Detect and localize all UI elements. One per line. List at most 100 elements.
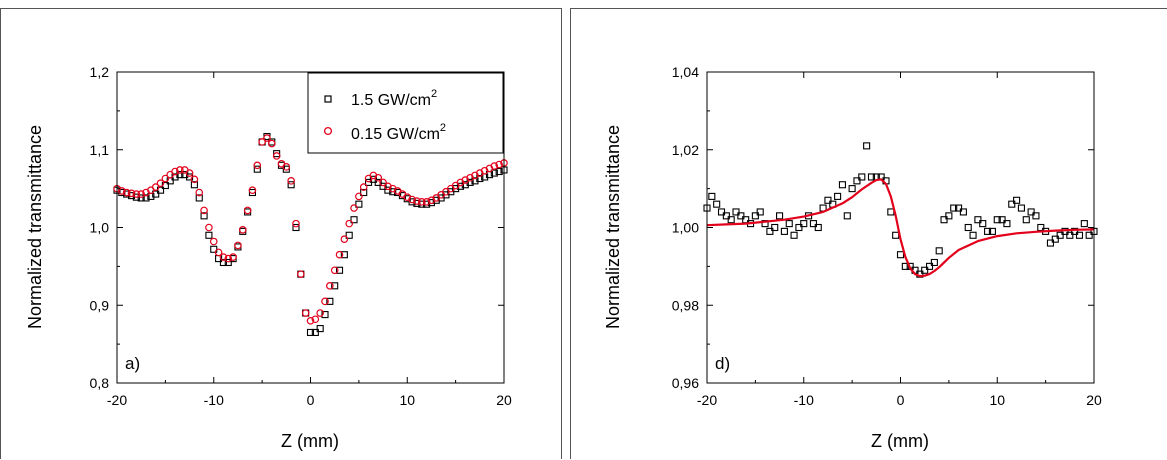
legend-label-series-2-sup: 2 [440,122,446,134]
chart-d-panel-label: d) [715,354,730,373]
chart-a-point-s2 [292,219,300,228]
chart-a-point-s1 [200,212,208,220]
legend-label-series-1-main: 1.5 GW/cm [351,92,431,109]
chart-a-point-s1 [137,194,145,202]
chart-d-x-axis-title: Z (mm) [871,431,929,451]
legend-label-series-2-main: 0.15 GW/cm [351,126,440,143]
chart-d-point-s1 [809,220,817,228]
chart-a-point-s2 [413,197,421,205]
chart-a-point-s2 [379,178,387,187]
chart-a-point-s1 [340,251,348,259]
chart-a-point-s2 [301,309,310,317]
chart-a-point-s1 [316,325,324,333]
chart-a-point-s1 [331,282,339,290]
chart-a-point-s2 [316,309,324,317]
chart-a-point-s1 [360,188,368,197]
chart-a-point-s1 [287,181,295,189]
chart-a-y-tick-label: 0,9 [90,297,110,313]
chart-d-point-s1 [756,208,764,216]
chart-d-point-s1 [950,204,958,212]
chart-a-point-s2 [132,190,141,198]
chart-a-x-axis-title: Z (mm) [281,431,339,451]
chart-a-x-tick-label: 20 [496,392,512,408]
chart-d-point-s1 [1017,204,1025,212]
legend-label-series-2: 0.15 GW/cm2 [351,122,446,143]
chart-a-point-s2 [248,186,257,194]
chart-a-point-s1 [321,311,329,319]
chart-a-point-s2 [326,282,334,290]
chart-d-point-s1 [790,231,798,239]
chart-d-point-s1 [795,223,803,232]
chart-d-point-s1 [713,200,721,208]
chart-a-point-s1 [374,178,382,186]
chart-a-point-s2 [238,226,247,234]
chart-a-point-s2 [330,266,339,275]
chart-a-point-s1 [413,199,421,207]
chart-d-point-s1 [969,231,977,239]
chart-d-point-s1 [858,173,866,181]
chart-a-y-tick-label: 1,2 [90,64,110,80]
chart-d-point-s1 [921,266,929,274]
chart-d-point-s1 [1085,231,1093,239]
chart-a-point-s1 [219,258,227,267]
chart-a-point-s1 [326,297,334,305]
chart-a-point-s1 [452,185,460,193]
chart-a-point-s2 [422,198,431,206]
chart-a-y-axis-title: Normalized transmittance [25,125,45,329]
chart-d-point-s1 [766,227,774,235]
chart-d-point-s1 [732,208,740,216]
chart-d-y-tick-label: 0,98 [672,297,699,313]
chart-a-point-s1 [248,188,256,197]
chart-d-point-s1 [708,192,716,200]
chart-a-point-s1 [335,266,344,274]
chart-a-point-s1 [306,328,315,337]
chart-a-x-tick-label: -20 [107,392,127,408]
chart-d-point-s1 [1032,212,1040,220]
chart-a-point-s2 [214,248,223,257]
chart-a-point-s2 [209,237,218,246]
chart-d-marks [703,142,1098,278]
chart-d-plot-frame [706,71,1095,384]
chart-d-point-s1 [974,216,982,224]
chart-d-point-s1 [892,231,900,239]
chart-a-point-s1 [490,169,498,177]
chart-a-point-s2 [161,174,170,183]
chart-a-legend: 1.5 GW/cm2 0.15 GW/cm2 [307,72,504,154]
chart-d-point-s1 [1051,235,1059,243]
chart-a-point-s1 [253,165,261,173]
chart-a-point-s2 [176,166,184,174]
chart-a-point-s2 [224,254,233,263]
chart-d-point-s1 [785,220,793,228]
chart-d-point-s1 [1027,208,1035,216]
chart-a-point-s2 [253,161,262,170]
chart-a-point-s2 [243,206,252,215]
chart-d-y-axis-title: Normalized transmittance [603,125,623,329]
chart-d-point-s1 [945,212,953,220]
chart-d-point-s1 [964,223,972,232]
chart-d-point-s1 [984,227,992,235]
chart-d-x-tick-label: 0 [897,392,905,408]
chart-d-point-s1 [800,220,808,228]
chart-a-point-s2 [417,198,426,206]
legend-marker-square [324,95,332,103]
chart-a-point-s1 [181,171,189,179]
chart-d-x-tick-label: -10 [794,392,814,408]
chart-a-point-s2 [282,163,291,171]
chart-d-point-s1 [867,173,876,181]
chart-a-panel-label: a) [125,354,140,373]
chart-a-point-s1 [190,181,198,189]
chart-a-point-s2 [195,188,204,197]
chart-d-point-s1 [887,208,895,216]
chart-a-point-s2 [219,253,228,261]
chart-d-y-tick-label: 1,02 [672,142,699,158]
chart-d-point-s1 [717,208,726,216]
chart-a-point-s2 [350,204,358,212]
chart-d-x-tick-label: 20 [1086,392,1102,408]
chart-a-point-s2 [345,219,354,228]
chart-d-point-s1 [979,220,987,228]
chart-a-point-s2 [287,177,295,185]
chart-a-y-tick-label: 1,1 [90,142,110,158]
chart-d-point-s1 [853,177,861,185]
chart-a-point-s2 [122,188,131,197]
legend-label-series-1: 1.5 GW/cm2 [351,88,437,109]
